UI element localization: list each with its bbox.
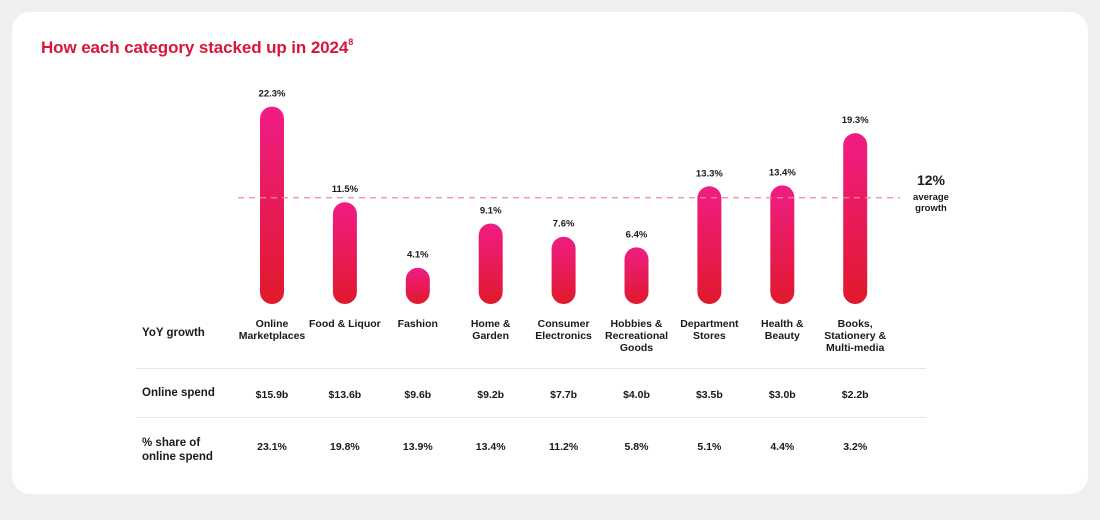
bar (843, 133, 868, 304)
row-label-share: % share of online spend (142, 437, 213, 463)
category-label: Food & Liquor (309, 318, 381, 330)
category-label: Health & Beauty (761, 318, 804, 342)
category-label: Fashion (397, 318, 438, 330)
row-label-online-spend: Online spend (142, 387, 215, 399)
bar (405, 267, 430, 304)
category-label: Home & Garden (470, 318, 511, 342)
bar (770, 185, 795, 304)
bar-value-label: 6.4% (626, 229, 648, 240)
online-spend-value: $2.2b (841, 389, 869, 401)
share-value: 3.2% (843, 441, 868, 453)
bar-value-label: 13.4% (769, 167, 796, 178)
bar-value-label: 22.3% (259, 89, 286, 100)
share-value: 11.2% (548, 441, 579, 453)
share-value: 4.4% (770, 441, 795, 453)
bar (332, 202, 357, 304)
bar (551, 236, 576, 304)
share-value: 5.8% (624, 441, 649, 453)
bar-value-label: 4.1% (407, 250, 429, 261)
online-spend-value: $3.5b (695, 389, 723, 401)
row-divider (136, 417, 926, 418)
bar-value-label: 19.3% (842, 115, 869, 126)
title-footnote: 8 (348, 37, 354, 47)
category-label: Department Stores (680, 318, 739, 342)
category-label: Consumer Electronics (535, 318, 592, 342)
chart-card (12, 12, 1088, 494)
bar-value-label: 7.6% (553, 219, 575, 230)
share-value: 5.1% (697, 441, 722, 453)
share-value: 23.1% (257, 441, 287, 453)
bar-value-label: 9.1% (480, 205, 502, 216)
online-spend-value: $15.9b (255, 389, 289, 401)
bar-value-label: 11.5% (332, 184, 359, 195)
bar (478, 223, 503, 304)
online-spend-value: $13.6b (328, 389, 362, 401)
average-growth-label: average growth (913, 192, 949, 214)
online-spend-value: $3.0b (768, 389, 796, 401)
chart-title: How each category stacked up in 20248 (41, 37, 354, 58)
category-label: Online Marketplaces (238, 318, 306, 342)
share-value: 13.4% (475, 441, 506, 453)
chart-title-text: How each category stacked up in 2024 (41, 38, 349, 57)
bar-value-label: 13.3% (696, 168, 723, 179)
bar (624, 247, 649, 304)
category-label: Hobbies & Recreational Goods (604, 318, 669, 354)
category-label: Books, Stationery & Multi-media (824, 318, 887, 354)
share-value: 13.9% (402, 441, 433, 453)
row-divider (136, 368, 926, 369)
row-label-yoy-growth: YoY growth (142, 327, 205, 339)
average-growth-value: 12% (916, 172, 946, 188)
online-spend-value: $4.0b (623, 389, 650, 401)
bar (260, 106, 284, 304)
online-spend-value: $7.7b (550, 389, 578, 401)
online-spend-value: $9.6b (404, 389, 432, 401)
bar (697, 186, 722, 304)
online-spend-value: $9.2b (477, 389, 505, 401)
share-value: 19.8% (330, 441, 360, 453)
